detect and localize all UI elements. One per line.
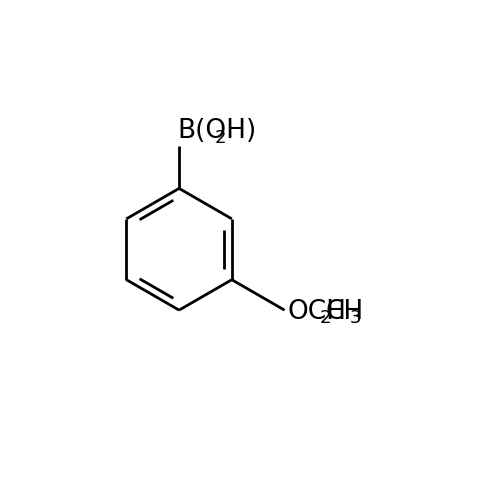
Text: 2: 2	[215, 129, 227, 147]
Text: B(OH): B(OH)	[177, 118, 256, 144]
Text: OCH: OCH	[287, 299, 346, 325]
Text: CH: CH	[325, 299, 364, 325]
Text: 3: 3	[349, 308, 361, 327]
Text: 2: 2	[319, 308, 331, 327]
